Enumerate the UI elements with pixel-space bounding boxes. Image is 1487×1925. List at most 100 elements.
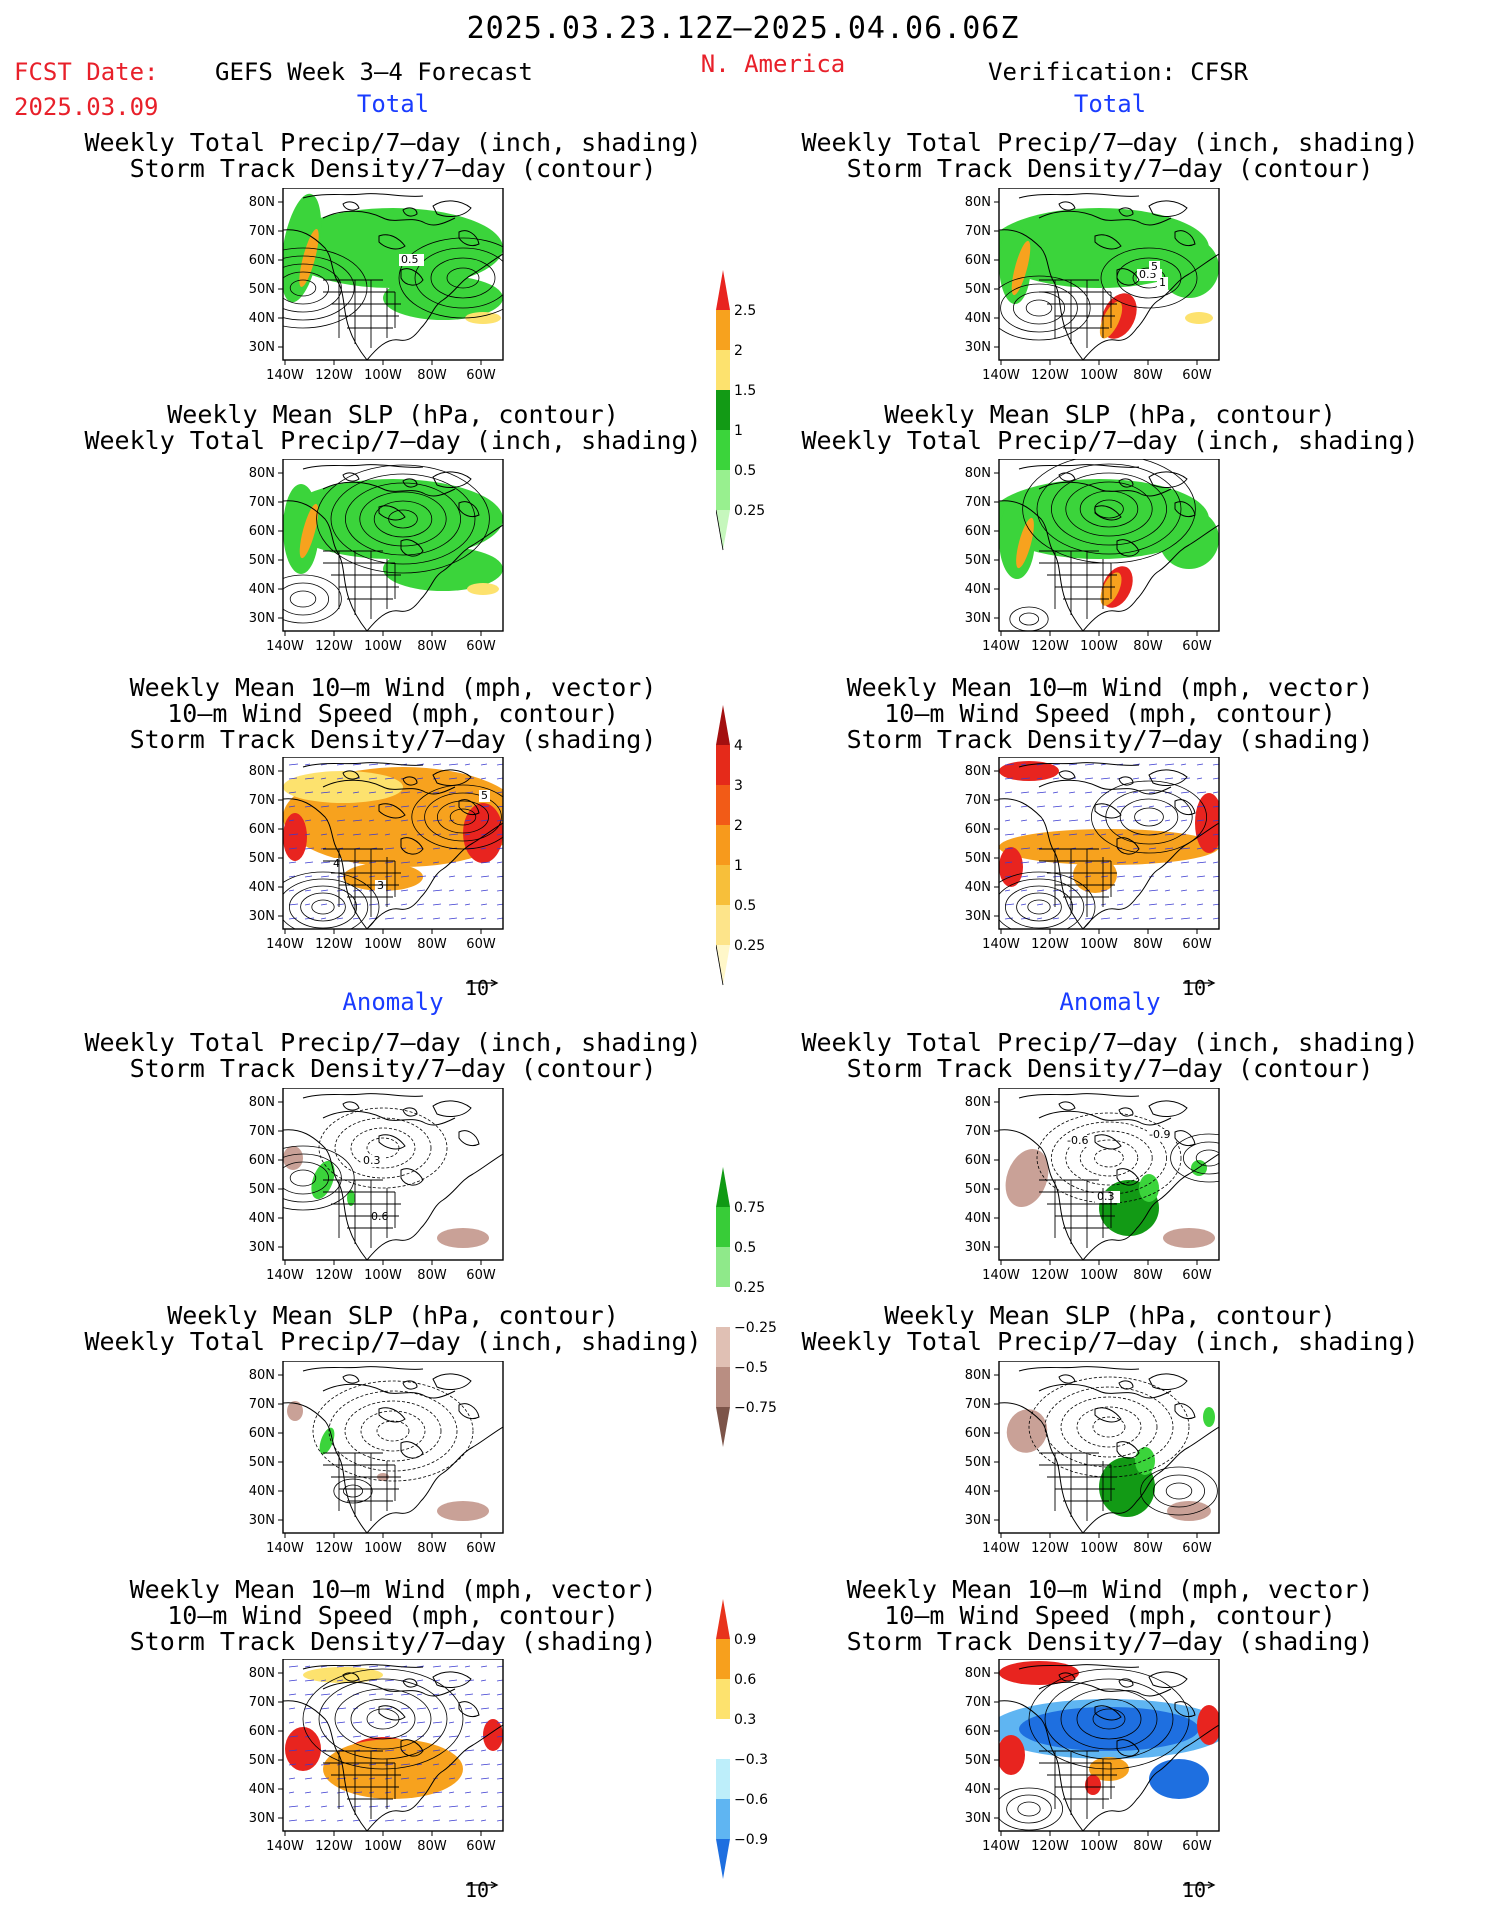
colorbar-segment (716, 430, 730, 470)
colorbar-segment (716, 1287, 730, 1327)
title-ver-slp-precip-1: Weekly Mean SLP (hPa, contour) (884, 400, 1336, 429)
lat-tick-label: 30N (249, 611, 275, 626)
lat-tick-label: 70N (965, 224, 991, 239)
lon-tick-label: 140W (266, 639, 304, 654)
vector-ref-label: 10 (465, 1878, 490, 1902)
lon-tick-label: 80W (417, 639, 447, 654)
svg-text:-0.9: -0.9 (1149, 1128, 1170, 1141)
lat-tick-label: 30N (965, 1811, 991, 1826)
map-ver-wind-storm-total: 80N 70N 60N 50N 40N 30N 140W 120W 100W 80W 60W (965, 757, 1220, 952)
colorbar-storm-anom: 0.9 0.6 0.3 −0.3 −0.6 −0.9 (716, 1597, 786, 1887)
lat-tick-label: 40N (965, 1484, 991, 1499)
lon-tick-label: 140W (982, 1541, 1020, 1556)
map-svg: 0.5 80N 70N 60N 50N 40N 30N 140W 120W 100W 80W 60W (249, 188, 504, 383)
colorbar-segment (716, 390, 730, 430)
lat-tick-label: 60N (965, 1153, 991, 1168)
svg-text:4: 4 (333, 857, 340, 870)
lon-tick-label: 120W (315, 368, 353, 383)
lat-tick-label: 50N (965, 1753, 991, 1768)
vector-ref-ver-total: 10 (1182, 968, 1216, 1000)
lon-tick-label: 100W (1080, 1268, 1118, 1283)
lat-tick-label: 30N (249, 1513, 275, 1528)
lon-tick-label: 100W (1080, 368, 1118, 383)
lon-tick-label: 60W (466, 1839, 496, 1854)
lat-tick-label: 80N (965, 764, 991, 779)
title-anfc-slp-precip-2: Weekly Total Precip/7–day (inch, shading… (84, 1327, 702, 1356)
region-label: N. America (700, 50, 846, 78)
title-anver-precip-storm-1: Weekly Total Precip/7–day (inch, shading… (801, 1028, 1419, 1057)
lon-tick-label: 60W (1182, 1541, 1212, 1556)
lat-tick-label: 50N (249, 1182, 275, 1197)
lon-tick-label: 60W (1182, 1268, 1212, 1283)
lon-tick-label: 80W (417, 1268, 447, 1283)
lon-tick-label: 140W (982, 368, 1020, 383)
lat-tick-label: 30N (249, 340, 275, 355)
map-svg: 80N 70N 60N 50N 40N 30N 140W 120W 100W 80W 60W (249, 459, 504, 654)
colorbar-segment (716, 1599, 730, 1639)
svg-text:0.3: 0.3 (1097, 1190, 1115, 1203)
lat-tick-label: 70N (249, 1695, 275, 1710)
colorbar-label: 2 (734, 343, 743, 359)
lat-tick-label: 60N (965, 1426, 991, 1441)
lat-tick-label: 70N (965, 1124, 991, 1139)
lon-tick-label: 100W (364, 368, 402, 383)
lon-tick-label: 140W (266, 1839, 304, 1854)
model-title: GEFS Week 3–4 Forecast (215, 58, 533, 86)
lat-tick-label: 80N (249, 195, 275, 210)
lon-tick-label: 80W (1133, 1541, 1163, 1556)
map-ver-slp-precip-total: 80N 70N 60N 50N 40N 30N 140W 120W 100W 80W 60W (965, 459, 1220, 654)
colorbar-segment (716, 1327, 730, 1367)
colorbar-segment (716, 510, 730, 550)
colorbar-label: −0.25 (734, 1320, 777, 1336)
lat-tick-label: 30N (965, 1240, 991, 1255)
lat-tick-label: 80N (965, 1666, 991, 1681)
map-fc-precip-storm-anom: 0.3 0.6 80N 70N 60N 50N 40N 30N 140W 120W 100W 80W 6… (249, 1088, 504, 1283)
svg-text:5: 5 (481, 789, 488, 802)
colorbar-storm-total: 4 3 2 1 0.5 0.25 (716, 703, 786, 993)
title-ver-precip-storm-1: Weekly Total Precip/7–day (inch, shading… (801, 128, 1419, 157)
colorbar-svg: 0.75 0.5 0.25 −0.25 −0.5 −0.75 (716, 1167, 777, 1447)
colorbar-label: 3 (734, 778, 743, 794)
lon-tick-label: 80W (417, 1839, 447, 1854)
section-total-right: Total (1073, 90, 1147, 118)
colorbar-precip-anom: 0.75 0.5 0.25 −0.25 −0.5 −0.75 (716, 1165, 786, 1455)
lon-tick-label: 100W (364, 1268, 402, 1283)
fcst-date: 2025.03.09 (14, 93, 159, 121)
lon-tick-label: 140W (982, 1839, 1020, 1854)
colorbar-segment (716, 1407, 730, 1447)
lat-tick-label: 70N (965, 495, 991, 510)
colorbar-segment (716, 1719, 730, 1759)
lat-tick-label: 70N (249, 793, 275, 808)
colorbar-segment (716, 905, 730, 945)
lat-tick-label: 40N (249, 1484, 275, 1499)
vector-ref-arrow-icon (465, 1870, 499, 1889)
lon-tick-label: 60W (466, 368, 496, 383)
lon-tick-label: 80W (417, 368, 447, 383)
lat-tick-label: 80N (249, 764, 275, 779)
lat-tick-label: 70N (249, 224, 275, 239)
lat-tick-label: 80N (965, 1095, 991, 1110)
colorbar-svg: 0.9 0.6 0.3 −0.3 −0.6 −0.9 (716, 1599, 768, 1879)
lon-tick-label: 60W (466, 639, 496, 654)
lat-tick-label: 40N (249, 1782, 275, 1797)
svg-text:0.5: 0.5 (401, 253, 419, 266)
map-svg: 80N 70N 60N 50N 40N 30N 140W 120W 100W 80W 60W (249, 1659, 504, 1854)
map-svg: -0.6 -0.9 0.3 80N 70N 60N 50N 40N 30N 140W 120W 100… (965, 1088, 1220, 1283)
lat-tick-label: 30N (965, 340, 991, 355)
lon-tick-label: 80W (417, 937, 447, 952)
lon-tick-label: 80W (1133, 1268, 1163, 1283)
lon-tick-label: 120W (315, 639, 353, 654)
colorbar-label: 0.5 (734, 898, 756, 914)
lon-tick-label: 60W (1182, 1839, 1212, 1854)
lon-tick-label: 120W (315, 937, 353, 952)
lat-tick-label: 80N (249, 1095, 275, 1110)
lon-tick-label: 80W (1133, 639, 1163, 654)
lat-tick-label: 50N (249, 553, 275, 568)
colorbar-segment (716, 785, 730, 825)
lon-tick-label: 100W (364, 1541, 402, 1556)
title-anfc-precip-storm-1: Weekly Total Precip/7–day (inch, shading… (84, 1028, 702, 1057)
vector-ref-label: 10 (1182, 1878, 1207, 1902)
map-ver-precip-storm-total: 0.5 5 1 80N 70N 60N 50N 40N 30N 140W 120W 100W 80W 60… (965, 188, 1220, 383)
map-fc-slp-precip-anom: 80N 70N 60N 50N 40N 30N 140W 120W 100W 80W 60W (249, 1361, 504, 1556)
lon-tick-label: 80W (1133, 937, 1163, 952)
